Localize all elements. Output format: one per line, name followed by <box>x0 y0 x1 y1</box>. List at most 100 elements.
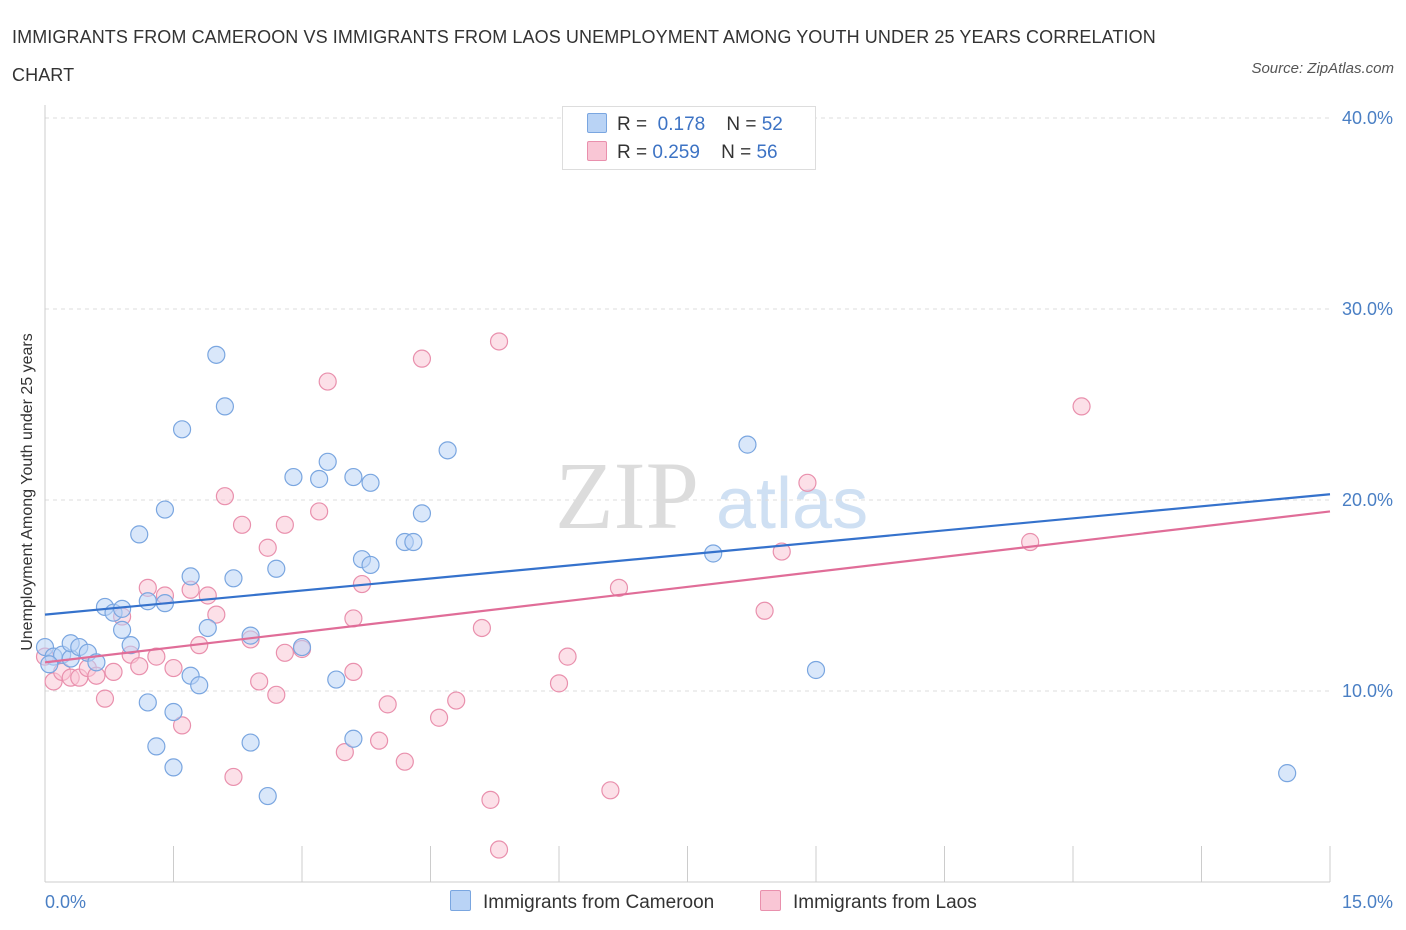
laos-point <box>250 672 269 691</box>
laos-points <box>35 332 1091 859</box>
cameroon-point <box>344 729 363 748</box>
cameroon-point <box>267 559 286 578</box>
cameroon-point <box>172 420 192 439</box>
cameroon-point <box>738 435 757 454</box>
laos-point <box>429 708 449 727</box>
legend-label-laos: Immigrants from Laos <box>793 892 977 913</box>
cameroon-point <box>215 397 234 416</box>
series-legend: Immigrants from Cameroon Immigrants from… <box>0 890 1406 914</box>
laos-point <box>318 372 337 391</box>
cameroon-point <box>138 592 157 611</box>
laos-point <box>258 538 277 557</box>
laos-point <box>95 689 115 708</box>
r-label: R = <box>617 114 648 135</box>
tick-labels: 10.0% 20.0% 30.0% 40.0% 0.0% 15.0% <box>45 108 1393 912</box>
laos-point <box>275 643 294 662</box>
laos-point <box>472 618 491 638</box>
laos-legend-swatch-icon <box>760 890 781 911</box>
y-tick-label: 20.0% <box>1342 490 1393 510</box>
x-tick-label: 15.0% <box>1342 892 1393 912</box>
cameroon-n-value: 52 <box>761 114 783 135</box>
laos-point <box>215 487 234 506</box>
cameroon-point <box>155 500 175 519</box>
cameroon-point <box>258 786 277 806</box>
laos-point <box>1072 397 1091 416</box>
watermark-zip: ZIP <box>555 442 699 549</box>
laos-trend-line <box>44 510 1331 664</box>
laos-point <box>310 502 329 521</box>
laos-point <box>489 332 509 351</box>
y-tick-label: 30.0% <box>1342 299 1393 319</box>
laos-point <box>772 542 791 561</box>
cameroon-point <box>361 473 380 492</box>
legend-item-cameroon: Immigrants from Cameroon <box>450 890 714 914</box>
cameroon-point <box>181 567 200 586</box>
cameroon-point <box>198 618 217 638</box>
laos-point <box>164 658 183 678</box>
legend-label-cameroon: Immigrants from Cameroon <box>483 892 715 913</box>
laos-point <box>489 840 509 859</box>
y-tick-label: 40.0% <box>1342 108 1393 128</box>
laos-point <box>395 752 414 771</box>
laos-point <box>172 716 192 735</box>
cameroon-point <box>241 733 260 752</box>
laos-point <box>558 647 577 666</box>
cameroon-point <box>344 467 363 487</box>
cameroon-point <box>40 655 59 674</box>
laos-point <box>378 695 397 714</box>
laos-swatch-icon <box>587 141 607 161</box>
cameroon-trend-line <box>44 493 1331 616</box>
axes <box>44 105 1331 883</box>
cameroon-points <box>35 345 1297 806</box>
laos-point <box>481 790 500 809</box>
cameroon-point <box>1278 764 1297 783</box>
source-label: Source: ZipAtlas.com <box>1251 60 1394 77</box>
cameroon-point <box>190 676 209 695</box>
grid-lines <box>45 117 1330 692</box>
n-label: N = <box>721 142 752 163</box>
watermark-atlas: atlas <box>716 464 868 544</box>
cameroon-legend-swatch-icon <box>450 890 471 911</box>
cameroon-point <box>327 670 346 689</box>
laos-point <box>549 674 569 693</box>
laos-point <box>147 647 166 666</box>
laos-point <box>344 662 363 682</box>
cameroon-r-value: 0.178 <box>657 114 706 135</box>
x-tick-label: 0.0% <box>45 892 86 912</box>
watermark: ZIP atlas <box>555 442 868 549</box>
laos-r-value: 0.259 <box>652 142 700 163</box>
laos-point <box>198 586 217 605</box>
laos-point <box>447 691 466 710</box>
cameroon-point <box>404 532 423 552</box>
y-tick-label: 10.0% <box>1342 681 1393 701</box>
laos-point <box>798 473 817 492</box>
laos-point <box>207 605 226 624</box>
laos-point <box>224 767 243 787</box>
cameroon-swatch-icon <box>587 113 607 133</box>
r-label: R = <box>617 142 648 163</box>
legend-row-cameroon: R = 0.178 N = 52 <box>587 113 783 137</box>
laos-point <box>275 515 294 534</box>
cameroon-point <box>284 467 303 487</box>
correlation-legend: R = 0.178 N = 52 R = 0.259 N = 56 <box>562 106 816 170</box>
laos-point <box>601 781 620 800</box>
cameroon-point <box>147 737 166 756</box>
trend-lines <box>44 493 1331 664</box>
chart-title: IMMIGRANTS FROM CAMEROON VS IMMIGRANTS F… <box>12 27 1156 85</box>
laos-n-value: 56 <box>756 142 778 163</box>
laos-point <box>104 662 123 682</box>
cameroon-point <box>121 636 140 655</box>
cameroon-point <box>138 693 157 712</box>
cameroon-point <box>207 345 226 364</box>
cameroon-point <box>224 569 243 588</box>
laos-point <box>370 731 389 750</box>
legend-item-laos: Immigrants from Laos <box>760 890 977 914</box>
cameroon-point <box>164 702 183 722</box>
laos-point <box>335 743 354 762</box>
cameroon-point <box>318 452 337 471</box>
laos-point <box>267 685 286 704</box>
legend-row-laos: R = 0.259 N = 56 <box>587 141 778 165</box>
laos-point <box>130 657 149 676</box>
cameroon-point <box>806 660 826 680</box>
